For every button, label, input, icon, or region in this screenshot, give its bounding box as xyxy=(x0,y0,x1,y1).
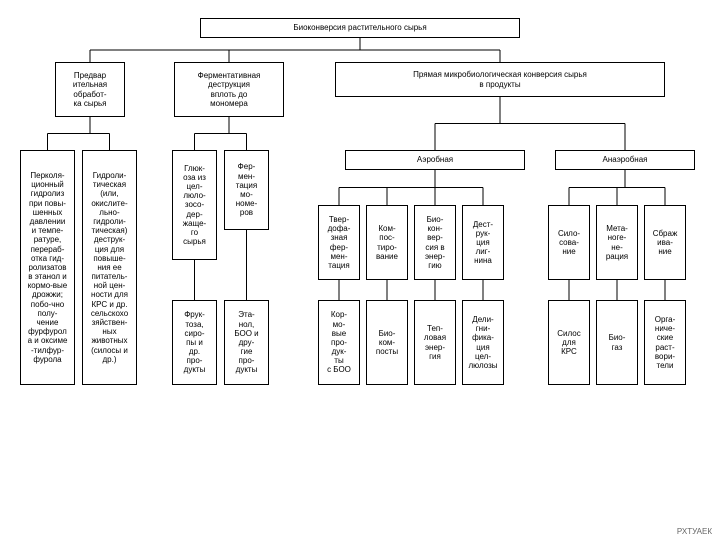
node-b1: Предвар ительная обработ- ка сырья xyxy=(55,62,125,117)
node-a4b: Дели- гни- фика- ция цел- люлозы xyxy=(462,300,504,385)
node-n1: Сило- сова- ние xyxy=(548,205,590,280)
node-n2b: Био- газ xyxy=(596,300,638,385)
node-n3: Сбраж ива- ние xyxy=(644,205,686,280)
node-a4: Дест- рук- ция лиг- нина xyxy=(462,205,504,280)
node-a3: Био- кон- вер- сия в энер- гию xyxy=(414,205,456,280)
footer-text: РХТУАЕК xyxy=(677,527,712,536)
node-aer: Аэробная xyxy=(345,150,525,170)
node-a2b: Био- ком- посты xyxy=(366,300,408,385)
node-a1b: Кор- мо- вые про- дук- ты с БОО xyxy=(318,300,360,385)
node-a2: Ком- пос- тиро- вание xyxy=(366,205,408,280)
node-root: Биоконверсия растительного сырья xyxy=(200,18,520,38)
node-a1: Твер- дофа- зная фер- мен- тация xyxy=(318,205,360,280)
node-a3b: Теп- ловая энер- гия xyxy=(414,300,456,385)
node-c22: Фер- мен- тация мо- номе- ров xyxy=(224,150,269,230)
node-n3b: Орга- ниче- ские раст- вори- тели xyxy=(644,300,686,385)
node-c12: Гидроли- тическая (или, окислите- льно- … xyxy=(82,150,137,385)
node-c22b: Эта- нол, БОО и дру- гие про- дукты xyxy=(224,300,269,385)
node-c21b: Фрук- тоза, сиро- пы и др. про- дукты xyxy=(172,300,217,385)
node-b2: Ферментативная деструкция вплоть до моно… xyxy=(174,62,284,117)
node-n2: Мета- ноге- не- рация xyxy=(596,205,638,280)
node-c11: Перколя- ционный гидролиз при повы- шенн… xyxy=(20,150,75,385)
node-n1b: Силос для КРС xyxy=(548,300,590,385)
node-b3: Прямая микробиологическая конверсия сырь… xyxy=(335,62,665,97)
node-anaer: Анаэробная xyxy=(555,150,695,170)
node-c21: Глюк- оза из цел- люло- зосо- дер- жаще-… xyxy=(172,150,217,260)
